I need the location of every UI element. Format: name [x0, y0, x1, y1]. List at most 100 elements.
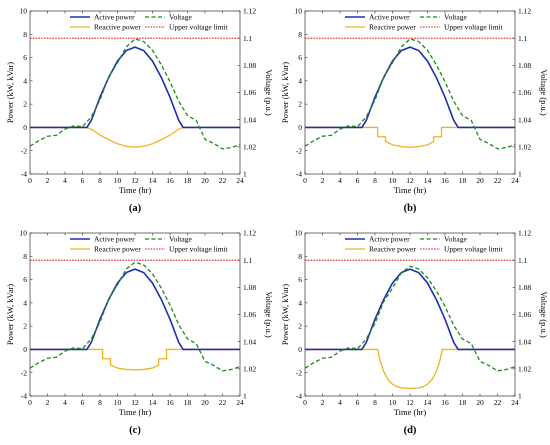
x-tick-label: 20 [201, 176, 209, 185]
y-tick-label: 2 [23, 322, 27, 331]
x-tick-label: 4 [338, 176, 342, 185]
y-axis-label: Power (kW, kVar) [280, 62, 290, 123]
x-tick-label: 14 [149, 176, 157, 185]
legend-label: Voltage [169, 13, 192, 22]
y-tick-label: -4 [21, 170, 27, 179]
y2-tick-label: 1 [518, 170, 522, 179]
y-tick-label: 4 [298, 76, 302, 85]
x-tick-label: 16 [441, 176, 449, 185]
y-tick-label: 8 [298, 30, 302, 39]
plot-frame [29, 10, 241, 175]
x-tick-label: 22 [219, 176, 227, 185]
series-reactive-power [305, 126, 515, 148]
y-tick-label: 10 [20, 7, 28, 16]
y2-tick-label: 1.06 [243, 88, 256, 97]
series-voltage [29, 38, 241, 150]
y-tick-label: 0 [23, 123, 27, 132]
panel-caption: (a) [129, 203, 142, 214]
y-tick-label: 4 [23, 298, 27, 307]
series-voltage [29, 261, 241, 372]
y2-axis-label: Voltage (p.u.) [539, 69, 549, 116]
legend-label: Upper voltage limit [169, 245, 229, 254]
y2-tick-label: 1.04 [518, 337, 531, 346]
x-tick-label: 22 [494, 398, 502, 407]
x-tick-label: 18 [184, 176, 192, 185]
y-tick-label: -4 [296, 170, 302, 179]
x-tick-label: 20 [201, 398, 209, 407]
legend-label: Voltage [169, 235, 192, 244]
plot-frame [304, 10, 516, 175]
y2-tick-label: 1.1 [518, 256, 528, 265]
y2-tick-label: 1 [243, 170, 247, 179]
y2-tick-label: 1.06 [518, 88, 531, 97]
y-tick-label: 2 [298, 100, 302, 109]
panel-caption: (d) [404, 425, 417, 436]
y-tick-label: -2 [296, 368, 302, 377]
x-tick-label: 4 [338, 398, 342, 407]
series-reactive-power [30, 126, 240, 148]
y2-tick-label: 1.08 [243, 61, 256, 70]
x-tick-label: 18 [459, 398, 467, 407]
x-tick-label: 22 [219, 398, 227, 407]
y2-tick-label: 1.12 [518, 7, 531, 16]
y-tick-label: -2 [21, 146, 27, 155]
x-tick-label: 12 [406, 176, 414, 185]
y2-tick-label: 1 [243, 392, 247, 401]
legend-label: Active power [94, 235, 135, 244]
y2-tick-label: 1.1 [243, 34, 253, 43]
x-tick-label: 10 [389, 176, 397, 185]
y2-axis-label: Voltage (p.u.) [539, 291, 549, 338]
legend-label: Reactive power [94, 23, 141, 32]
legend-label: Upper voltage limit [444, 23, 504, 32]
y-tick-label: 8 [298, 252, 302, 261]
y-tick-label: -4 [21, 392, 27, 401]
y-tick-label: -2 [296, 146, 302, 155]
y2-tick-label: 1 [518, 392, 522, 401]
x-tick-label: 8 [98, 398, 102, 407]
y-axis-label: Power (kW, kVar) [5, 62, 15, 123]
x-tick-label: 12 [131, 176, 139, 185]
y2-axis-label: Voltage (p.u.) [264, 291, 274, 338]
y2-tick-label: 1.12 [243, 7, 256, 16]
x-tick-label: 2 [321, 398, 325, 407]
x-tick-label: 4 [63, 176, 67, 185]
y-axis-label: Power (kW, kVar) [5, 284, 15, 345]
y-tick-label: 10 [20, 229, 28, 238]
y-tick-label: 8 [23, 30, 27, 39]
x-tick-label: 10 [389, 398, 397, 407]
x-tick-label: 20 [476, 398, 484, 407]
series-reactive-power [30, 348, 240, 371]
y-tick-label: 8 [23, 252, 27, 261]
x-tick-label: 0 [303, 398, 307, 407]
y2-tick-label: 1.06 [518, 310, 531, 319]
series-active-power [305, 46, 515, 129]
y-tick-label: 10 [295, 7, 303, 16]
y2-tick-label: 1.08 [518, 283, 531, 292]
x-tick-label: 18 [459, 176, 467, 185]
panel-caption: (b) [404, 203, 417, 214]
y-tick-label: 4 [23, 76, 27, 85]
y2-tick-label: 1.04 [243, 115, 256, 124]
legend-label: Reactive power [369, 23, 416, 32]
series-active-power [30, 46, 240, 129]
x-tick-label: 14 [424, 398, 432, 407]
x-tick-label: 6 [356, 398, 360, 407]
x-tick-label: 6 [356, 176, 360, 185]
chart-panel-2: 0 2 4 6 8 10 12 14 16 18 20 22 24-4-2024681011.021.0… [280, 7, 549, 214]
x-tick-label: 0 [28, 398, 32, 407]
x-tick-label: 4 [63, 398, 67, 407]
y2-tick-label: 1.06 [243, 310, 256, 319]
legend-label: Upper voltage limit [169, 23, 229, 32]
x-tick-label: 0 [28, 176, 32, 185]
x-tick-label: 6 [81, 176, 85, 185]
y-tick-label: 6 [23, 275, 27, 284]
y-tick-label: 0 [298, 345, 302, 354]
y-tick-label: 6 [23, 53, 27, 62]
x-tick-label: 2 [46, 398, 50, 407]
x-axis-label: Time (hr) [394, 407, 427, 417]
series-active-power [305, 268, 515, 351]
x-tick-label: 12 [131, 398, 139, 407]
y2-tick-label: 1.02 [243, 142, 256, 151]
x-tick-label: 2 [46, 176, 50, 185]
